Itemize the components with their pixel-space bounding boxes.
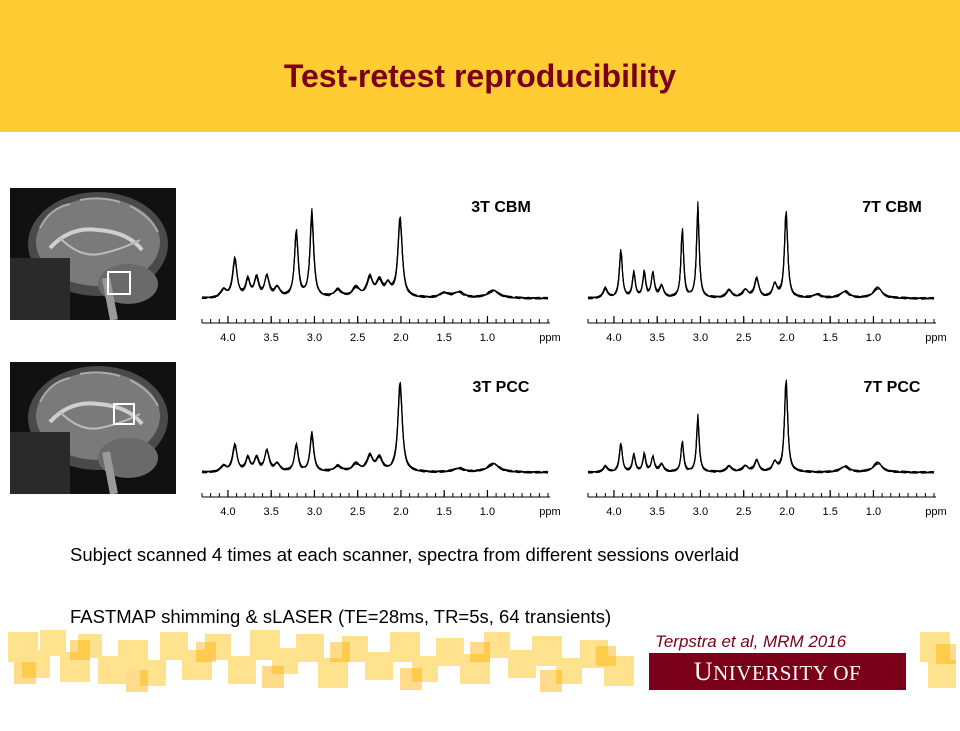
x-tick-label: 2.5 [350,332,365,344]
university-logo: UNIVERSITY OF MINNESOTA [649,653,906,725]
series-line-session-2 [587,204,935,300]
x-tick-label: 1.5 [437,332,452,344]
x-tick-label: 1.5 [823,506,838,518]
x-tick-label: 1.5 [823,332,838,344]
series-line-session-3 [587,207,935,300]
x-tick-label: 1.0 [480,332,495,344]
bullet-method-info: FASTMAP shimming & sLASER (TE=28ms, TR=5… [70,606,612,627]
series-line-session-4 [201,217,549,300]
x-tick-label: 4.0 [220,506,235,518]
x-tick-label: 2.0 [779,506,794,518]
x-tick-label: 2.5 [736,332,751,344]
x-tick-label: 2.0 [393,506,408,518]
x-tick-label: 2.5 [350,506,365,518]
mri-image-cbm [10,188,176,320]
decorative-squares [8,630,956,692]
x-tick-label: 1.0 [480,506,495,518]
x-tick-label: 3.0 [693,332,708,344]
logo-text-2: INNESOTA [735,700,843,724]
x-tick-label: 1.0 [866,332,881,344]
title-banner [0,0,960,132]
series-line-session-4 [587,387,935,474]
x-tick-label: 3.5 [264,506,279,518]
x-tick-label: 2.0 [393,332,408,344]
x-tick-label: 4.0 [220,332,235,344]
x-tick-label: 3.0 [693,506,708,518]
x-axis-label: ppm [539,506,560,518]
logo-text-1: NIVERSITY OF [713,661,862,685]
spectrum-3t-pcc: 3T PCC 4.0 3.5 3.0 2.5 2.0 1.5 1.0 ppm [201,379,561,518]
chart-title: 7T PCC [864,379,921,396]
page-title: Test-retest reproducibility [283,58,677,94]
mri-image-pcc [10,362,176,494]
chart-title: 7T CBM [862,199,922,216]
logo-letter-u: U [693,657,714,686]
x-tick-label: 3.0 [307,506,322,518]
series-line-session-4 [201,389,549,474]
chart-title: 3T PCC [473,379,530,396]
x-tick-label: 3.5 [650,506,665,518]
logo-letter-m: M [712,696,736,725]
x-tick-label: 4.0 [606,332,621,344]
x-tick-label: 3.0 [307,332,322,344]
series-line-session-4 [587,210,935,300]
series-line-session-3 [587,384,935,474]
x-tick-label: 1.5 [437,506,452,518]
x-tick-label: 3.5 [650,332,665,344]
x-axis-label: ppm [925,332,946,344]
x-tick-label: 1.0 [866,506,881,518]
x-axis-label: ppm [539,332,560,344]
bullet-scan-info: Subject scanned 4 times at each scanner,… [70,544,740,565]
citation: Terpstra et al, MRM 2016 [655,632,847,651]
spectrum-7t-cbm: 7T CBM 4.0 3.5 3.0 2.5 2.0 1.5 1.0 ppm [587,199,947,344]
spectrum-7t-pcc: 7T PCC 4.0 3.5 3.0 2.5 2.0 1.5 1.0 ppm [587,379,947,518]
x-tick-label: 4.0 [606,506,621,518]
series-line-session-2 [201,383,549,474]
spectrum-3t-cbm: 3T CBM 4.0 3.5 3.0 2.5 2.0 1.5 1.0 ppm [201,199,561,344]
chart-title: 3T CBM [471,199,531,216]
x-tick-label: 2.5 [736,506,751,518]
x-tick-label: 3.5 [264,332,279,344]
x-tick-label: 2.0 [779,332,794,344]
series-line-session-3 [201,214,549,300]
x-axis-label: ppm [925,506,946,518]
